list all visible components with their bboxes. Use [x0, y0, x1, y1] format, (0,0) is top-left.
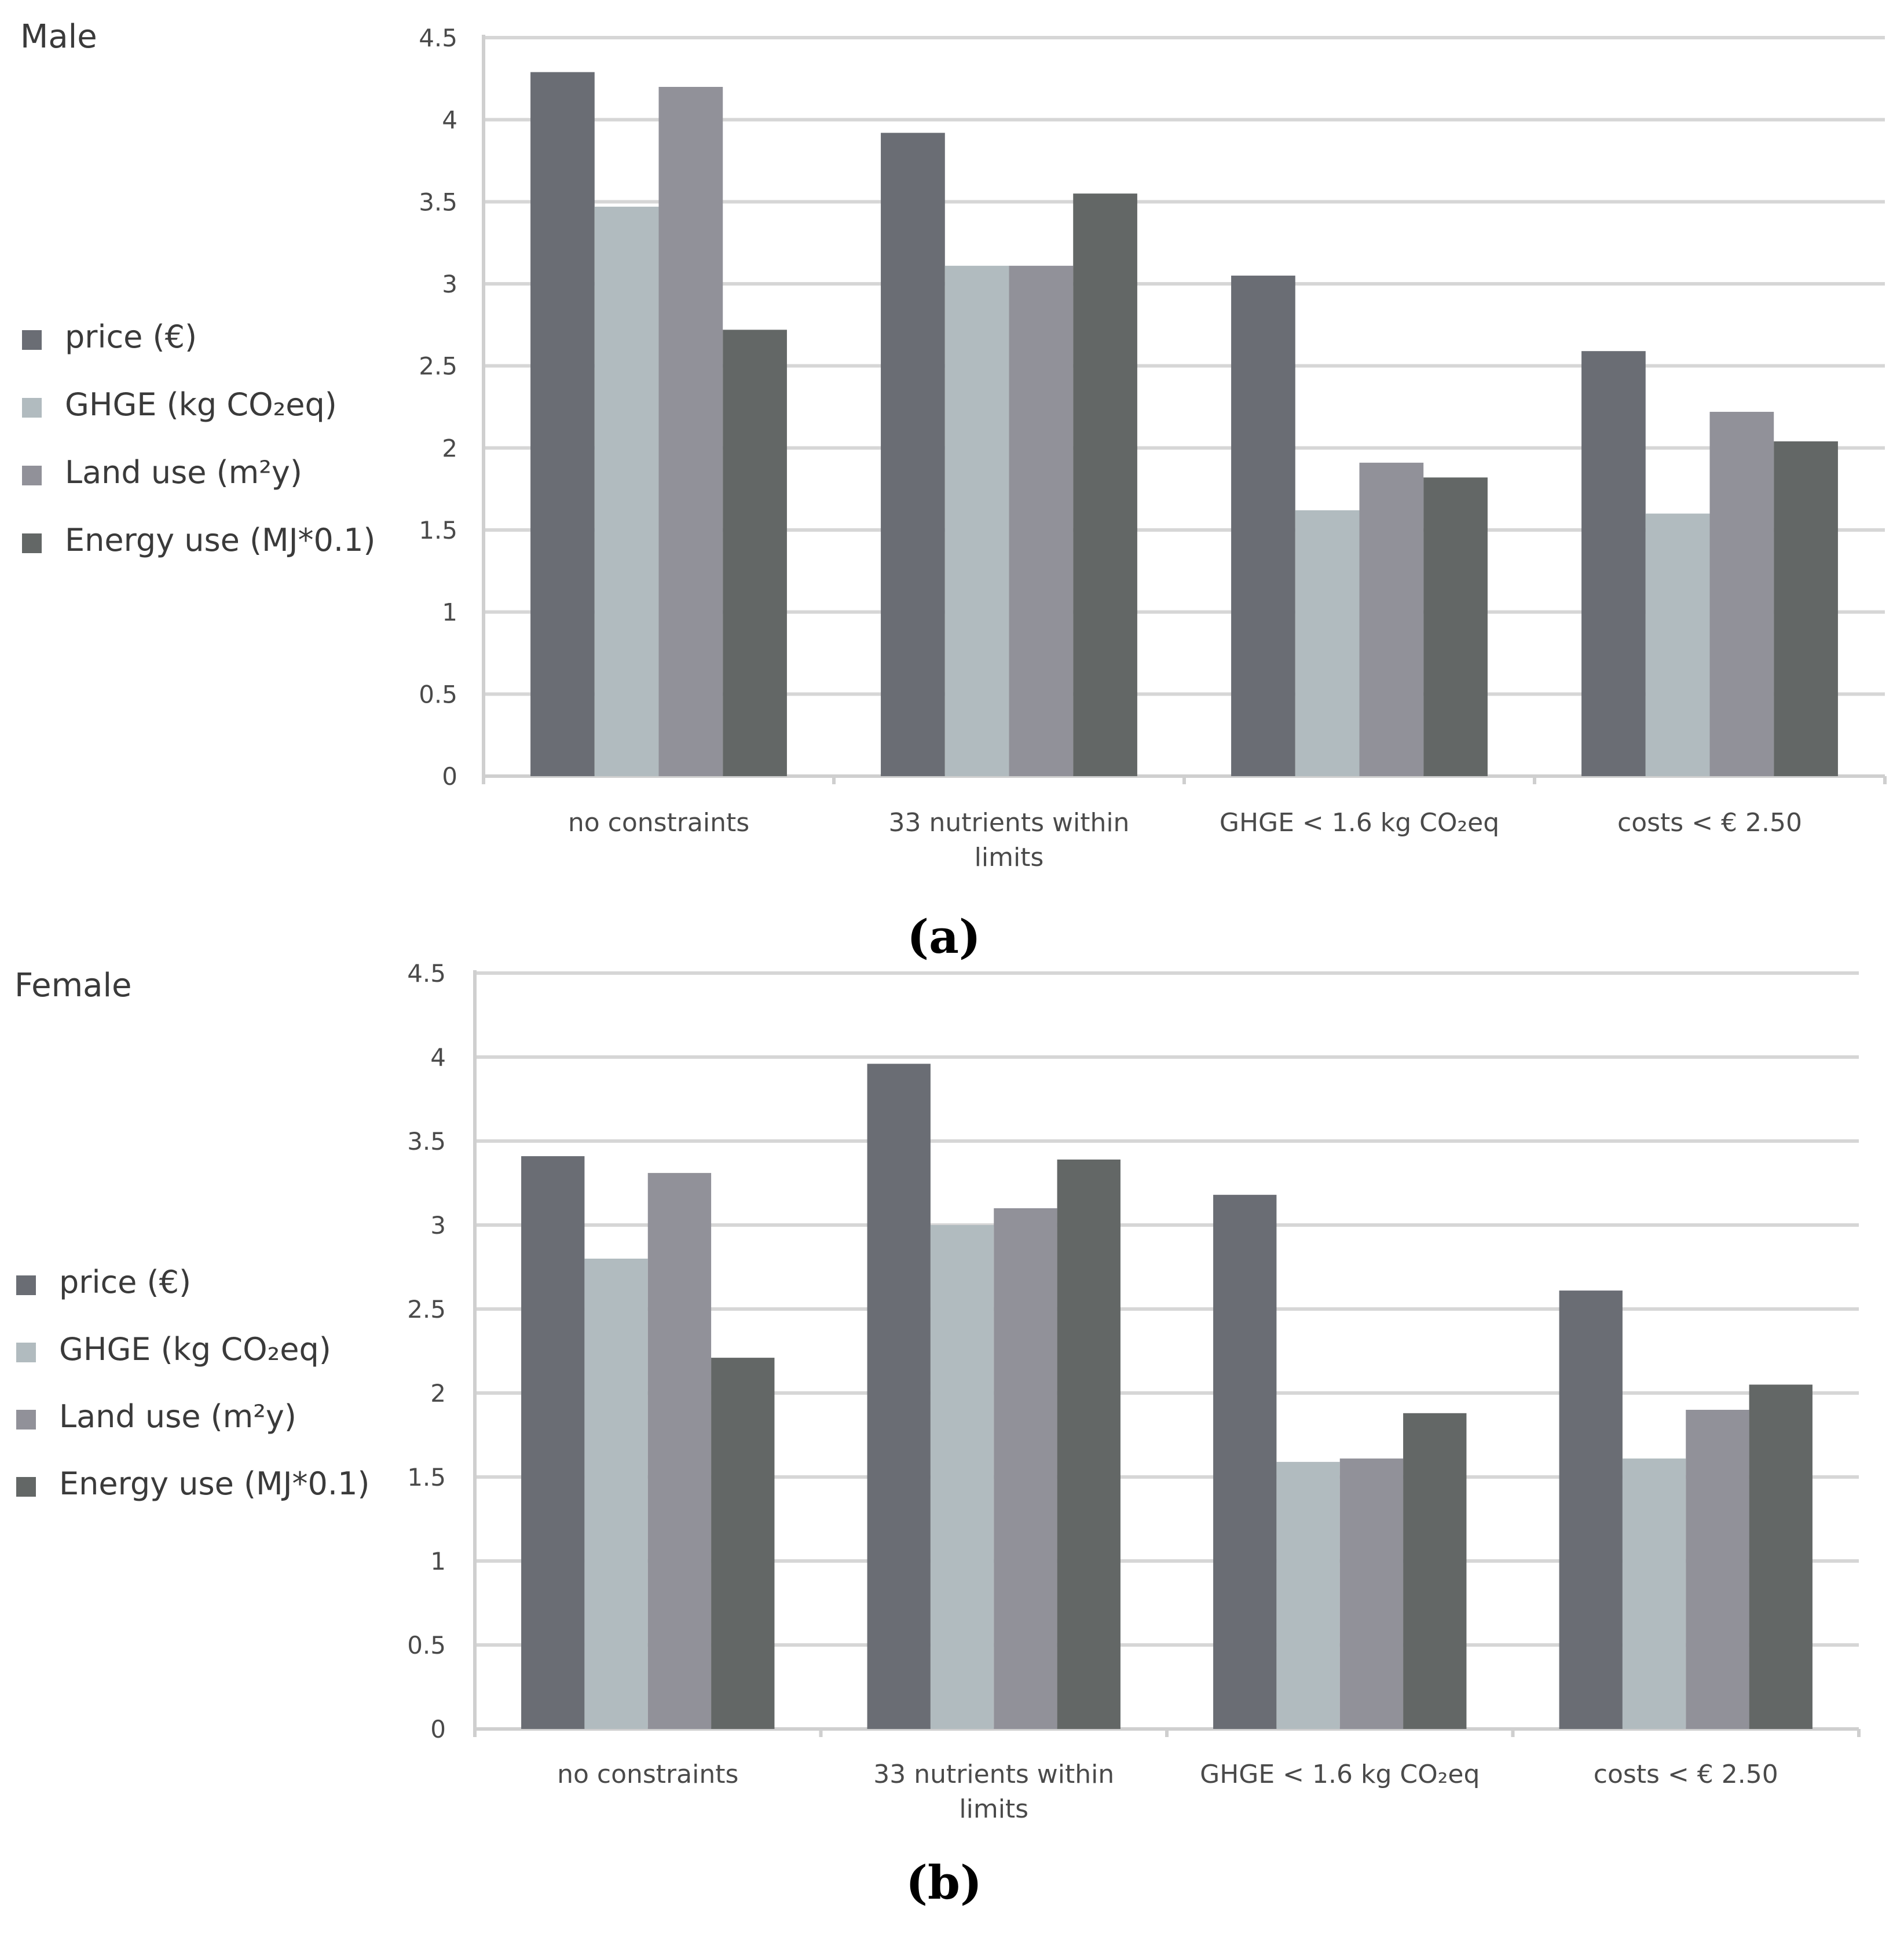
chart-panel-male: Male 0 0.5 1 1.5 2 2.5 3 3.5 4 4.5 no constraints 3…: [20, 18, 1887, 872]
x-tick-label: 33 nutrients within: [873, 1760, 1114, 1789]
y-tick-label: 2.5: [407, 1295, 446, 1324]
bar: [1559, 1290, 1623, 1729]
legend-swatch: [16, 1477, 36, 1497]
y-tick-label: 4: [442, 106, 457, 134]
bar: [1645, 513, 1710, 776]
bar: [1423, 477, 1488, 776]
y-tick-label: 2: [442, 434, 457, 462]
y-tick-label: 0: [430, 1715, 446, 1743]
bar: [584, 1259, 648, 1729]
y-tick-label: 1.5: [419, 516, 457, 544]
legend-swatch: [22, 533, 42, 553]
bar: [530, 72, 595, 776]
y-tick-label: 2.5: [419, 352, 457, 381]
x-tick-label: GHGE < 1.6 kg CO₂eq: [1220, 808, 1499, 838]
bar: [1009, 265, 1074, 776]
bar: [1339, 1458, 1404, 1729]
bar: [944, 265, 1009, 776]
bar: [1276, 1461, 1340, 1729]
y-tick-label: 0: [442, 762, 457, 791]
legend-label: GHGE (kg CO₂eq): [65, 386, 337, 423]
legend-label: Energy use (MJ*0.1): [65, 522, 376, 558]
x-tick-label: 33 nutrients within: [889, 808, 1130, 838]
bar: [711, 1358, 775, 1729]
legend-swatch: [16, 1343, 36, 1362]
bar: [521, 1156, 585, 1729]
y-tick-label: 0.5: [407, 1631, 446, 1659]
chart-title: Male: [20, 18, 97, 56]
y-tick-label: 1.5: [407, 1463, 446, 1491]
y-tick-label: 4.5: [419, 24, 457, 52]
y-tick-label: 4: [430, 1043, 446, 1072]
bar: [867, 1063, 931, 1729]
legend-label: price (€): [65, 319, 197, 355]
legend-swatch: [16, 1410, 36, 1430]
y-tick-label: 3: [442, 270, 457, 298]
x-tick-label: costs < € 2.50: [1594, 1760, 1778, 1789]
bar: [658, 87, 723, 776]
x-tick-label: costs < € 2.50: [1617, 808, 1802, 838]
y-tick-label: 3.5: [407, 1127, 446, 1156]
legend-swatch: [22, 398, 42, 418]
y-tick-label: 1: [442, 598, 457, 627]
y-tick-label: 3.5: [419, 188, 457, 216]
legend-label: price (€): [59, 1264, 191, 1300]
bar: [1749, 1384, 1813, 1729]
x-tick-label: no constraints: [568, 808, 749, 838]
bar: [1057, 1159, 1121, 1729]
legend-swatch: [22, 466, 42, 485]
bar: [1359, 462, 1424, 776]
y-tick-label: 1: [430, 1547, 446, 1575]
y-tick-label: 2: [430, 1379, 446, 1407]
bar: [930, 1225, 994, 1729]
x-tick-label: no constraints: [557, 1760, 738, 1789]
legend-label: Land use (m²y): [59, 1398, 296, 1435]
chart-title: Female: [14, 967, 131, 1004]
legend-label: Land use (m²y): [65, 454, 302, 491]
bar: [1213, 1194, 1277, 1729]
bar: [1581, 351, 1646, 776]
bar: [723, 330, 787, 776]
panel-caption: (a): [907, 909, 981, 964]
bar: [1686, 1410, 1749, 1729]
bar: [1073, 193, 1137, 777]
y-tick-label: 3: [430, 1211, 446, 1240]
bar: [1774, 441, 1838, 776]
bar: [647, 1173, 712, 1729]
bar: [1709, 412, 1774, 776]
legend-label: GHGE (kg CO₂eq): [59, 1331, 331, 1368]
bar: [1231, 275, 1295, 776]
y-tick-label: 0.5: [419, 680, 457, 708]
legend-swatch: [16, 1275, 36, 1295]
panel-caption: (b): [906, 1855, 982, 1910]
chart-panel-female: Female 0 0.5 1 1.5 2 2.5 3 3.5 4 4.5 no constraint…: [14, 959, 1861, 1824]
legend-swatch: [22, 330, 42, 350]
x-tick-label: GHGE < 1.6 kg CO₂eq: [1200, 1760, 1480, 1789]
bar: [994, 1208, 1057, 1729]
legend-label: Energy use (MJ*0.1): [59, 1465, 370, 1502]
bar: [1295, 510, 1360, 776]
x-tick-label: limits: [959, 1794, 1028, 1824]
bar: [881, 133, 945, 776]
bar: [1622, 1458, 1686, 1729]
bar: [1403, 1413, 1467, 1729]
x-tick-label: limits: [975, 843, 1044, 872]
bar: [594, 206, 659, 776]
y-tick-label: 4.5: [407, 959, 446, 988]
